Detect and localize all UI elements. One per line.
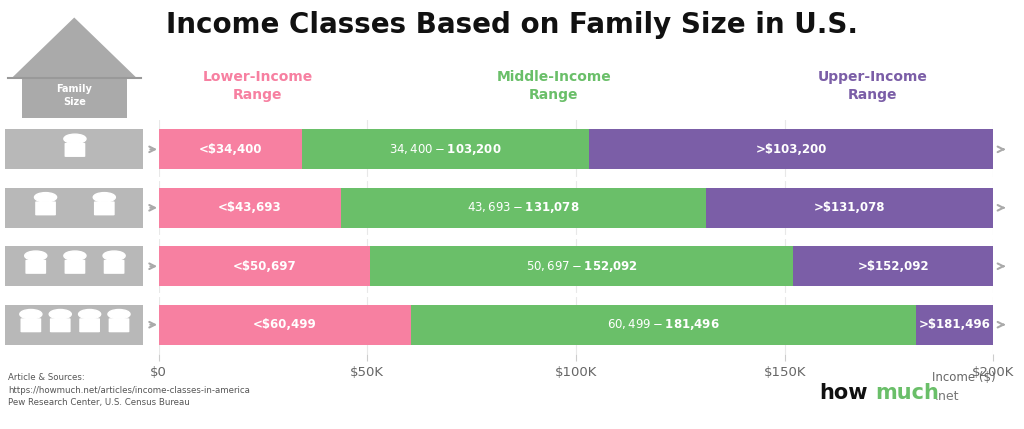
Text: <$34,400: <$34,400 (199, 143, 262, 156)
Circle shape (108, 309, 130, 319)
Text: Middle-Income
Range: Middle-Income Range (497, 69, 611, 102)
Text: >$152,092: >$152,092 (857, 260, 929, 273)
Bar (794, 246, 993, 286)
Bar (159, 188, 341, 228)
Circle shape (63, 251, 86, 260)
FancyBboxPatch shape (65, 260, 85, 274)
Circle shape (35, 193, 56, 202)
Text: $60,499 - $181,496: $60,499 - $181,496 (607, 317, 720, 332)
FancyBboxPatch shape (109, 318, 129, 332)
FancyBboxPatch shape (26, 260, 46, 274)
Bar (159, 246, 371, 286)
Text: $43,693 - $131,078: $43,693 - $131,078 (467, 200, 580, 215)
Text: Article & Sources:
https://howmuch.net/articles/income-classes-in-america
Pew Re: Article & Sources: https://howmuch.net/a… (8, 373, 250, 407)
Text: <$43,693: <$43,693 (218, 201, 282, 214)
Bar (159, 130, 302, 169)
Text: >$131,078: >$131,078 (814, 201, 885, 214)
Circle shape (25, 251, 47, 260)
Bar (371, 246, 794, 286)
Bar (159, 305, 412, 344)
Bar (916, 305, 993, 344)
FancyBboxPatch shape (5, 246, 143, 286)
Circle shape (79, 309, 100, 319)
FancyBboxPatch shape (5, 305, 143, 344)
Text: $34,400 - $103,200: $34,400 - $103,200 (389, 142, 502, 157)
Bar (341, 188, 706, 228)
FancyBboxPatch shape (22, 76, 127, 118)
Bar (706, 188, 993, 228)
Polygon shape (12, 18, 136, 78)
FancyBboxPatch shape (35, 201, 56, 215)
Bar (412, 305, 916, 344)
Text: >$181,496: >$181,496 (919, 318, 990, 331)
Text: much: much (876, 383, 939, 403)
Text: <$60,499: <$60,499 (253, 318, 316, 331)
Text: <$50,697: <$50,697 (232, 260, 296, 273)
FancyBboxPatch shape (5, 188, 143, 228)
FancyBboxPatch shape (50, 318, 71, 332)
Circle shape (63, 134, 86, 143)
FancyBboxPatch shape (94, 201, 115, 215)
Bar (590, 130, 993, 169)
Circle shape (103, 251, 125, 260)
FancyBboxPatch shape (103, 260, 125, 274)
FancyBboxPatch shape (65, 143, 85, 157)
Text: >$103,200: >$103,200 (756, 143, 827, 156)
Text: Upper-Income
Range: Upper-Income Range (817, 69, 927, 102)
Bar (302, 130, 590, 169)
Text: Family
Size: Family Size (56, 85, 92, 107)
Text: $50,697 - $152,092: $50,697 - $152,092 (525, 259, 638, 274)
Text: .net: .net (935, 390, 959, 403)
Text: how: how (819, 383, 867, 403)
Text: Income ($): Income ($) (932, 371, 995, 384)
Text: Lower-Income
Range: Lower-Income Range (203, 69, 312, 102)
Circle shape (93, 193, 116, 202)
Circle shape (19, 309, 42, 319)
FancyBboxPatch shape (5, 130, 143, 169)
Circle shape (49, 309, 72, 319)
FancyBboxPatch shape (20, 318, 41, 332)
Text: Income Classes Based on Family Size in U.S.: Income Classes Based on Family Size in U… (166, 11, 858, 39)
FancyBboxPatch shape (79, 318, 100, 332)
